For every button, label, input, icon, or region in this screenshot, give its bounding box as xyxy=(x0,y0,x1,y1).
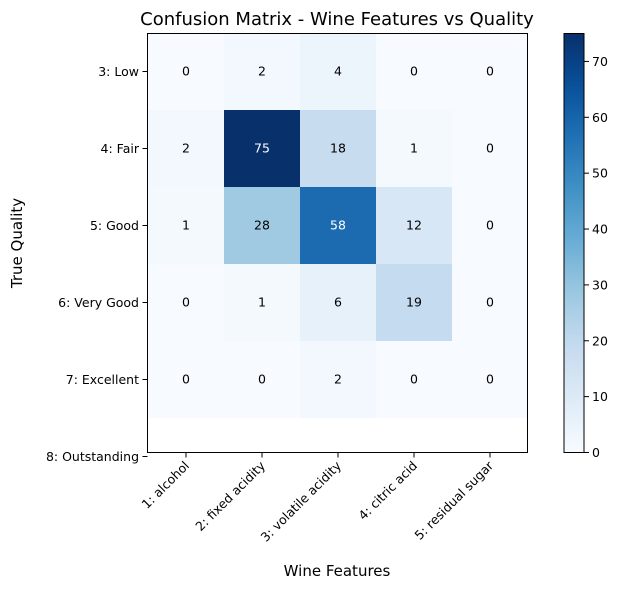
cell-value-label: 0 xyxy=(486,295,494,310)
cell-value-label: 0 xyxy=(182,64,190,79)
heatmap-cell xyxy=(224,187,300,264)
x-tick-label: 5: residual sugar xyxy=(411,457,496,542)
heatmap-cell xyxy=(148,187,224,264)
cell-value-label: 0 xyxy=(410,64,418,79)
y-axis-label: True Quality xyxy=(8,198,26,289)
heatmap-cell xyxy=(452,110,528,187)
heatmap-cell xyxy=(300,110,376,187)
cell-value-label: 0 xyxy=(486,64,494,79)
chart-title: Confusion Matrix - Wine Features vs Qual… xyxy=(140,9,534,30)
x-tick-label: 1: alcohol xyxy=(138,458,192,512)
cell-value-label: 4 xyxy=(334,64,342,79)
heatmap-cell xyxy=(148,264,224,341)
y-tick-label: 4: Fair xyxy=(101,141,140,156)
heatmap-cell xyxy=(376,187,452,264)
colorbar-tick-label: 60 xyxy=(592,110,608,125)
x-tick-label: 4: citric acid xyxy=(355,458,420,523)
y-tick-label: 3: Low xyxy=(98,64,139,79)
colorbar-gradient xyxy=(563,33,585,453)
cell-value-label: 18 xyxy=(330,141,346,156)
x-tick-label: 2: fixed acidity xyxy=(192,458,268,534)
y-tick-label: 8: Outstanding xyxy=(46,449,139,464)
heatmap-cell xyxy=(452,341,528,418)
heatmap-cell xyxy=(300,187,376,264)
colorbar-tick-label: 20 xyxy=(592,333,608,348)
x-axis-label: Wine Features xyxy=(284,562,391,580)
cell-value-label: 0 xyxy=(486,218,494,233)
y-tick-label: 7: Excellent xyxy=(66,372,139,387)
heatmap-cells: 0 2 4 0 0 2 75 18 1 0 1 28 58 12 0 0 1 6 19 0 0 0 2 0 0 xyxy=(148,33,528,418)
colorbar: 0 10 20 30 40 50 60 70 xyxy=(563,33,608,460)
heatmap-cell xyxy=(148,33,224,110)
cell-value-label: 28 xyxy=(254,218,270,233)
cell-value-label: 2 xyxy=(258,64,266,79)
cell-value-label: 1 xyxy=(182,218,190,233)
heatmap-cell xyxy=(148,110,224,187)
cell-value-label: 0 xyxy=(258,372,266,387)
heatmap-cell xyxy=(452,264,528,341)
cell-value-label: 1 xyxy=(258,295,266,310)
cell-value-label: 2 xyxy=(334,372,342,387)
heatmap-cell xyxy=(452,187,528,264)
colorbar-tick-label: 40 xyxy=(592,222,608,237)
cell-value-label: 0 xyxy=(410,372,418,387)
cell-value-label: 0 xyxy=(486,141,494,156)
heatmap-cell xyxy=(224,110,300,187)
colorbar-tick-label: 10 xyxy=(592,389,608,404)
heatmap-cell xyxy=(300,264,376,341)
colorbar-tick-label: 0 xyxy=(592,445,600,460)
x-tick-label: 3: volatile acidity xyxy=(257,458,344,545)
heatmap-cell xyxy=(224,264,300,341)
heatmap-cell xyxy=(148,341,224,418)
heatmap-cell xyxy=(452,33,528,110)
cell-value-label: 19 xyxy=(406,295,422,310)
heatmap-cell xyxy=(300,33,376,110)
y-axis-ticks: 3: Low 4: Fair 5: Good 6: Very Good 7: Excel… xyxy=(46,64,148,464)
heatmap-cell xyxy=(376,110,452,187)
cell-value-label: 12 xyxy=(406,218,422,233)
heatmap-cell xyxy=(224,341,300,418)
colorbar-tick-label: 50 xyxy=(592,166,608,181)
heatmap-cell xyxy=(376,33,452,110)
cell-value-label: 6 xyxy=(334,295,342,310)
heatmap-cell xyxy=(300,341,376,418)
heatmap-cell xyxy=(376,341,452,418)
heatmap-cell xyxy=(376,264,452,341)
y-tick-label: 6: Very Good xyxy=(58,295,139,310)
cell-value-label: 75 xyxy=(254,141,270,156)
cell-value-label: 2 xyxy=(182,141,190,156)
cell-value-label: 58 xyxy=(330,218,346,233)
colorbar-tick-label: 30 xyxy=(592,277,608,292)
y-tick-label: 5: Good xyxy=(90,218,139,233)
cell-value-label: 0 xyxy=(486,372,494,387)
heatmap-cell xyxy=(224,33,300,110)
cell-value-label: 0 xyxy=(182,372,190,387)
cell-value-label: 1 xyxy=(410,141,418,156)
cell-value-label: 0 xyxy=(182,295,190,310)
colorbar-tick-label: 70 xyxy=(592,54,608,69)
